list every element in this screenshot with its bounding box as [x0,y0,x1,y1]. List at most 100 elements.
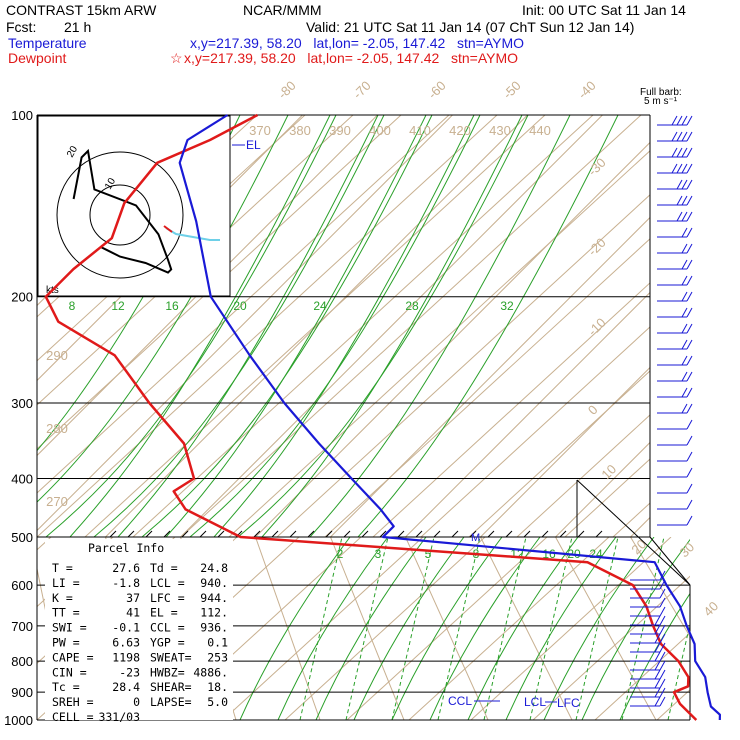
moist-adiabat-line [37,115,289,503]
wind-barb [657,275,693,286]
parcel-info-cell: 1198 [112,650,140,664]
header-org: NCAR/MMM [243,2,322,18]
pressure-tick-label: 600 [11,578,33,593]
adiabat-line [709,115,740,537]
hatch-mark [307,530,315,538]
theta-label: 410 [409,123,431,138]
hatch-mark [469,530,477,538]
mixing-ratio-label: 5 [425,547,432,561]
moist-adiabat-line [93,115,385,537]
isotherm-line [0,115,3,537]
hatch-mark [181,530,189,538]
parcel-info-cell: SWEAT= [150,650,192,664]
adiabat-line [516,414,650,537]
parcel-info-cell: 0.1 [207,636,228,650]
hatch-mark [415,530,423,538]
legend-dewpoint-info: x,y=217.39, 58.20 lat,lon= -2.05, 147.42… [184,50,518,66]
isotherm-line [405,291,650,537]
wind-barb [657,147,693,158]
parcel-info-cell: SHEAR= [150,680,192,694]
parcel-info-cell: 4886. [193,665,228,679]
adiabat-line [346,537,548,720]
moist-adiabat-label: 8 [69,299,76,313]
parcel-info-cell: CCL = [150,621,185,635]
label-m: M [471,532,480,544]
hatch-mark [343,530,351,538]
wind-barb [657,243,693,254]
moist-adiabat-line [239,537,351,720]
parcel-info-cell: 940. [200,576,228,590]
legend-temperature-label: Temperature [8,35,87,51]
wind-barb [657,323,693,334]
pressure-tick-label: 200 [11,290,33,305]
mixing-ratio-line [299,537,343,720]
theta-label: 430 [489,123,511,138]
wind-barb [630,588,666,599]
header-fcst-label: Fcst: [6,19,36,35]
adiabat-line [719,537,740,720]
parcel-info-cell: SWI = [52,621,87,635]
mixing-ratio-label: 2 [337,547,344,561]
mixing-ratio-line [391,537,435,720]
parcel-info-cell: CAPE = [52,650,94,664]
moist-adiabat-line [277,537,389,720]
label-el: EL [246,138,261,152]
header-init: Init: 00 UTC Sat 11 Jan 14 [522,2,686,18]
isotherm-label: -20 [585,235,609,259]
parcel-info-cell: LCL = [150,576,185,590]
mixing-ratio-line [483,537,527,720]
parcel-info-cell: 41 [126,606,140,620]
parcel-info-cell: 27.6 [112,561,140,575]
pressure-tick-label: 700 [11,619,33,634]
pressure-tick-label: 100 [11,108,33,123]
theta-label: 390 [329,123,351,138]
theta-label: 380 [289,123,311,138]
parcel-info-cell: Tc = [52,680,80,694]
moist-adiabat-line [357,115,619,537]
isotherm-label: -60 [425,78,449,102]
header-fcst-value: 21 h [64,19,91,35]
parcel-info-cell: T = [52,561,73,575]
hatch-mark [145,530,153,538]
parcel-info-cell: PW = [52,636,80,650]
isotherm-line [37,115,303,382]
moist-adiabat-line [165,115,427,537]
moist-adiabat-label: 24 [313,299,327,313]
hatch-mark [433,530,441,538]
hodo-ring-label: 10 [103,176,118,192]
isotherm-label: 40 [700,598,721,619]
moist-adiabat-line [141,115,433,537]
legend-dewpoint-star: ☆ [170,50,183,66]
wind-barb [657,435,693,446]
moist-adiabat-label: 32 [500,299,514,313]
wind-barb [657,163,693,174]
pressure-tick-label: 1000 [4,713,33,728]
isotherm-label: 30 [676,539,697,560]
moist-adiabat-line [619,592,690,720]
label-lcl: LCL [524,695,546,709]
isotherm-label: -40 [575,78,599,102]
wind-barb [657,483,693,494]
hatch-mark [397,530,405,538]
isotherm-line [555,537,657,720]
parcel-info-title: Parcel Info [88,541,164,555]
moist-adiabat-line [391,537,503,720]
wind-barb [630,579,666,590]
moist-adiabat-line [309,115,571,537]
mixing-ratio-line [529,537,573,720]
isotherm-label: 0 [585,402,601,418]
wind-barb [657,355,693,366]
hatch-mark [199,530,207,538]
moist-adiabat-line [237,115,529,537]
pressure-tick-label: 900 [11,685,33,700]
isotherm-line [706,537,740,720]
moist-adiabat-label: 12 [111,299,125,313]
moist-adiabat-line [213,115,475,537]
wind-barb [657,499,693,510]
adiabat-line [37,115,402,450]
moist-adiabat-line [69,115,331,537]
parcel-info-cell: 112. [200,606,228,620]
adiabat-line [324,238,650,537]
wind-barb [657,131,693,142]
